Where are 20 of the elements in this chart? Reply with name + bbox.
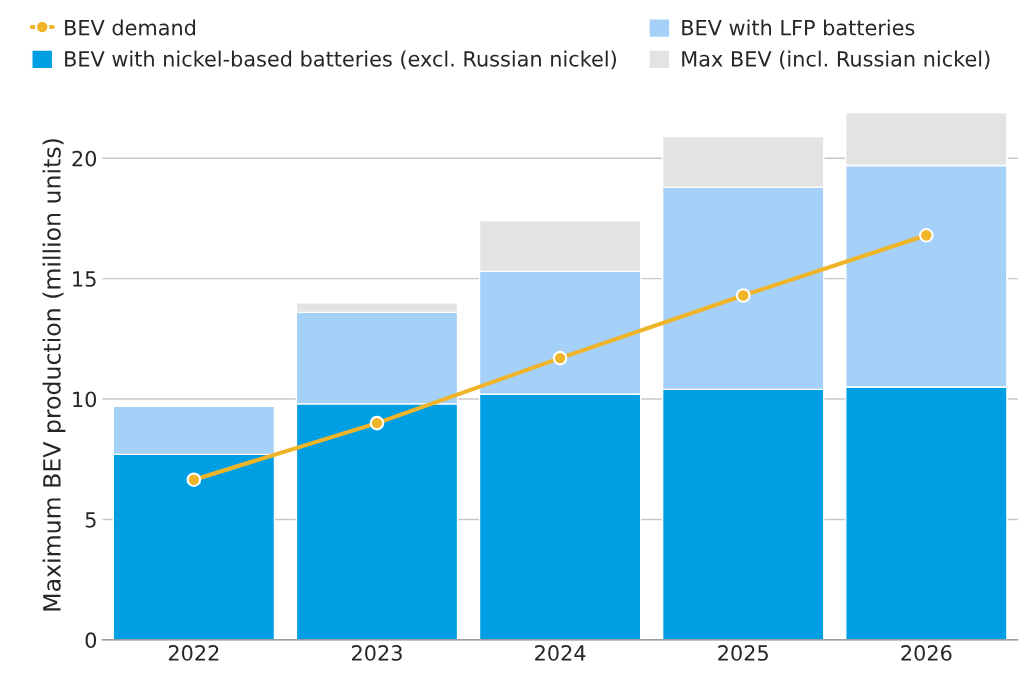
x-tick-label: 2022: [168, 645, 219, 661]
point: [919, 228, 934, 243]
y-axis-title: Maximum BEV production (million units): [42, 139, 66, 611]
x-tick-label: 2024: [535, 645, 586, 661]
point: [735, 288, 751, 303]
x-tick-label: 2025: [718, 645, 768, 661]
y-tick-label: 15: [73, 271, 96, 287]
point: [552, 350, 568, 366]
y-tick-label: 0: [85, 632, 97, 649]
y-tick-label: 20: [72, 150, 97, 167]
legend-label: BEV demand: [65, 19, 196, 36]
legend-label: BEV with LFP batteries: [682, 19, 915, 36]
y-tick-label: 10: [73, 391, 97, 408]
legend-label: Max BEV (incl. Russian nickel): [682, 50, 990, 70]
x-tick-label: 2026: [901, 645, 952, 661]
x-tick-label: 2023: [351, 645, 402, 661]
point: [186, 472, 202, 487]
legend-label: BEV with nickel-based batteries (excl. Russian nickel): [65, 50, 616, 70]
y-tick-label: 5: [85, 512, 96, 528]
point: [369, 415, 385, 431]
